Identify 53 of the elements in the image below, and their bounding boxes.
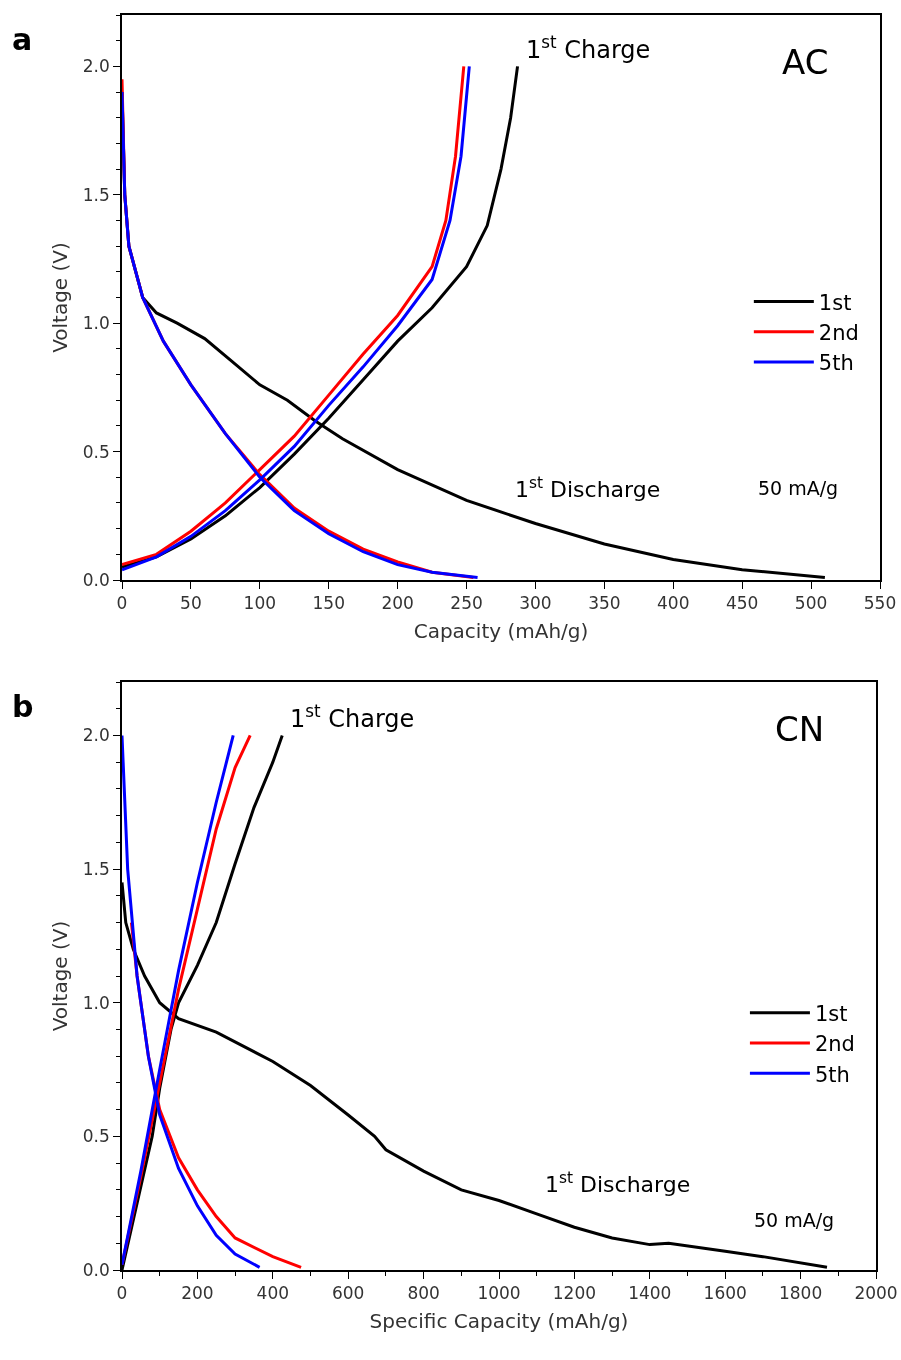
x-tick-label: 500 [794,593,828,614]
x-tick-label: 100 [243,593,277,614]
annotation: CN [775,709,825,749]
y-tick-label: 1.5 [82,859,110,880]
legend-label: 5th [818,351,854,376]
x-tick-label: 600 [331,1283,365,1304]
x-tick-label: 400 [657,593,690,614]
y-tick-label: 0.0 [82,1259,110,1280]
y-tick-label: 0.5 [82,1126,110,1147]
x-tick-label: 50 [180,593,202,614]
x-tick-label: 550 [863,593,897,614]
x-tick-label: 1000 [477,1283,521,1304]
x-tick-label: 1600 [703,1283,747,1304]
x-tick-label: 0 [116,1283,128,1304]
x-tick-label: 1200 [552,1283,597,1304]
y-tick-label: 0.0 [82,569,110,590]
x-axis-title: Specific Capacity (mAh/g) [369,1309,629,1334]
x-tick-label: 350 [588,593,621,614]
legend-label: 1st [814,1001,848,1026]
legend-label: 2nd [814,1032,855,1057]
legend-label: 2nd [818,320,859,345]
x-tick-label: 200 [181,1283,214,1304]
annotation: 1$^{st}$ Discharge [515,474,661,503]
y-tick-label: 2.0 [82,725,110,746]
annotation: AC [782,42,829,82]
y-tick-label: 1.0 [82,992,110,1013]
x-tick-label: 300 [519,593,552,614]
y-tick-label: 1.5 [82,184,110,205]
y-tick-label: 2.0 [82,56,110,77]
y-axis-title: Voltage (V) [47,920,72,1032]
annotation: 1$^{st}$ Charge [526,32,651,65]
text: b [12,689,34,724]
annotation: 50 mA/g [754,1209,835,1231]
x-tick-label: 800 [407,1283,440,1304]
legend-label: 5th [814,1062,850,1087]
x-tick-label: 200 [381,593,414,614]
x-axis-title: Capacity (mAh/g) [413,619,589,644]
y-tick-label: 0.5 [82,441,110,462]
annotation: 1$^{st}$ Discharge [545,1169,691,1198]
annotation: 50 mA/g [758,477,839,499]
x-tick-label: 450 [725,593,759,614]
text: a [12,22,33,57]
x-tick-label: 400 [256,1283,290,1304]
x-tick-label: 1800 [778,1283,823,1304]
annotation: 1$^{st}$ Charge [290,701,415,734]
x-tick-label: 150 [312,593,345,614]
x-tick-label: 0 [116,593,128,614]
x-tick-label: 2000 [854,1283,898,1304]
x-tick-label: 250 [450,593,483,614]
y-tick-label: 1.0 [82,313,110,334]
y-axis-title: Voltage (V) [47,242,72,353]
legend-label: 1st [818,290,852,315]
x-tick-label: 1400 [628,1283,672,1304]
